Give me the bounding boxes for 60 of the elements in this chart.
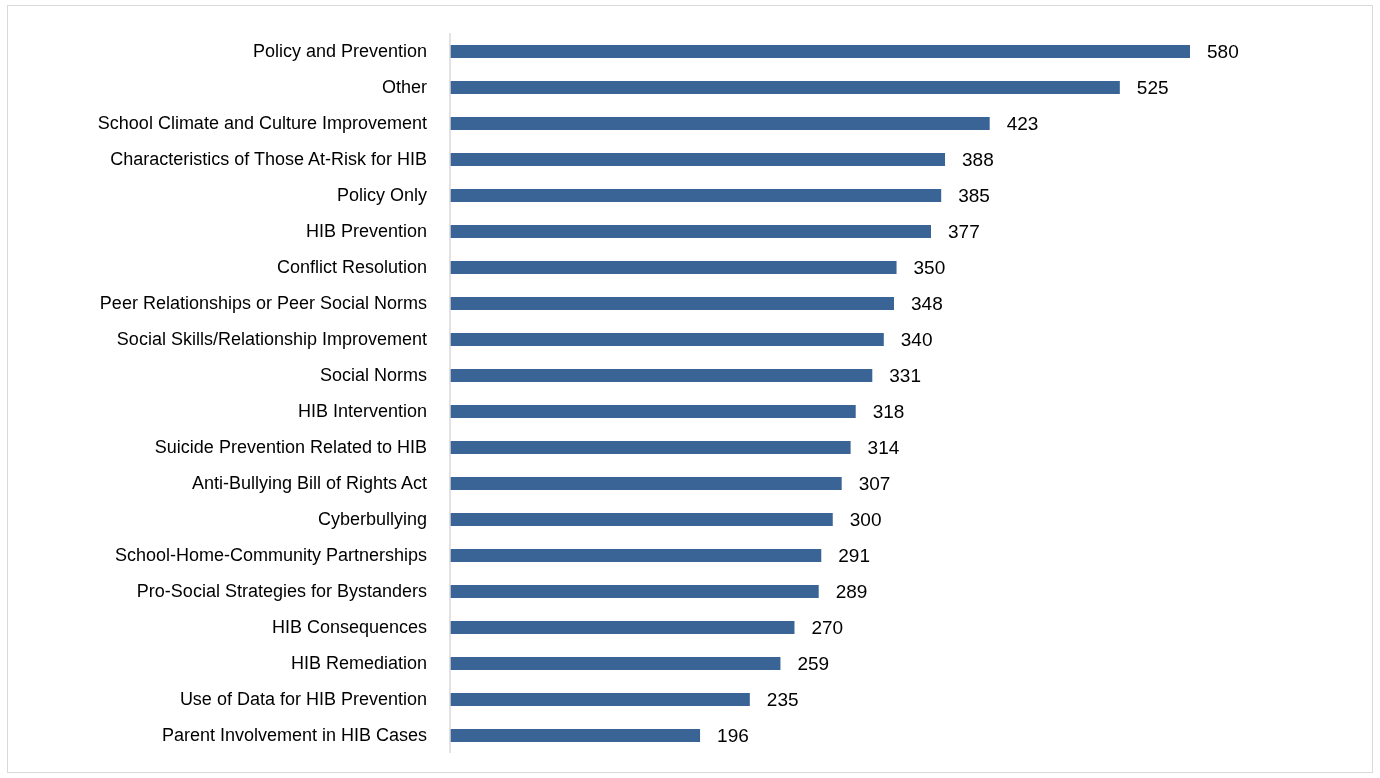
bar bbox=[450, 621, 795, 634]
y-tick-label: Cyberbullying bbox=[317, 509, 427, 530]
y-tick-label: Other bbox=[381, 77, 427, 98]
bar bbox=[450, 693, 750, 706]
data-label: 580 bbox=[1207, 41, 1239, 63]
y-tick-label: Social Norms bbox=[319, 365, 427, 386]
bar bbox=[450, 189, 942, 202]
y-tick-label: Social Skills/Relationship Improvement bbox=[116, 329, 427, 350]
data-label: 385 bbox=[958, 185, 990, 207]
data-label: 196 bbox=[717, 725, 749, 747]
y-tick-label: Anti-Bullying Bill of Rights Act bbox=[191, 473, 427, 494]
data-label: 300 bbox=[849, 509, 882, 531]
y-tick-label: Suicide Prevention Related to HIB bbox=[154, 437, 427, 458]
y-tick-label: School-Home-Community Partnerships bbox=[114, 545, 427, 566]
data-label: 307 bbox=[858, 473, 891, 495]
y-tick-label: HIB Consequences bbox=[271, 617, 427, 638]
data-label: 259 bbox=[797, 653, 830, 675]
y-tick-label: Characteristics of Those At-Risk for HIB bbox=[110, 149, 427, 170]
data-label: 388 bbox=[962, 149, 994, 171]
bar bbox=[450, 657, 781, 670]
data-label: 423 bbox=[1006, 113, 1039, 135]
bar bbox=[450, 225, 931, 238]
bar bbox=[450, 585, 819, 598]
bar bbox=[450, 153, 946, 166]
data-label: 291 bbox=[838, 545, 870, 567]
bar bbox=[450, 45, 1190, 58]
y-tick-label: Policy Only bbox=[336, 185, 427, 206]
data-label: 270 bbox=[811, 617, 844, 639]
data-label: 289 bbox=[835, 581, 868, 603]
bar bbox=[450, 333, 884, 346]
bar bbox=[450, 729, 701, 742]
y-tick-label: HIB Prevention bbox=[305, 221, 427, 242]
data-label: 318 bbox=[872, 401, 905, 423]
y-tick-label: HIB Intervention bbox=[297, 401, 427, 422]
bar bbox=[450, 513, 833, 526]
bar bbox=[450, 405, 856, 418]
data-label: 340 bbox=[900, 329, 933, 351]
bar bbox=[450, 81, 1120, 94]
y-tick-label: Conflict Resolution bbox=[276, 257, 427, 278]
bar bbox=[450, 477, 842, 490]
bar bbox=[450, 549, 822, 562]
data-label: 314 bbox=[867, 437, 900, 459]
bar bbox=[450, 369, 873, 382]
y-tick-label: Pro-Social Strategies for Bystanders bbox=[136, 581, 427, 602]
data-label: 525 bbox=[1136, 77, 1169, 99]
y-tick-label: Peer Relationships or Peer Social Norms bbox=[99, 293, 427, 314]
y-tick-label: Use of Data for HIB Prevention bbox=[179, 689, 427, 710]
bar bbox=[450, 297, 894, 310]
y-tick-label: School Climate and Culture Improvement bbox=[97, 113, 427, 134]
bar bbox=[450, 441, 851, 454]
data-label: 350 bbox=[913, 257, 946, 279]
data-label: 377 bbox=[948, 221, 980, 243]
y-tick-label: Policy and Prevention bbox=[252, 41, 427, 62]
y-tick-label: Parent Involvement in HIB Cases bbox=[161, 725, 427, 746]
y-tick-label: HIB Remediation bbox=[290, 653, 427, 674]
bar bbox=[450, 117, 990, 130]
data-label: 331 bbox=[889, 365, 922, 387]
data-label: 348 bbox=[911, 293, 943, 315]
bar bbox=[450, 261, 897, 274]
data-label: 235 bbox=[766, 689, 799, 711]
